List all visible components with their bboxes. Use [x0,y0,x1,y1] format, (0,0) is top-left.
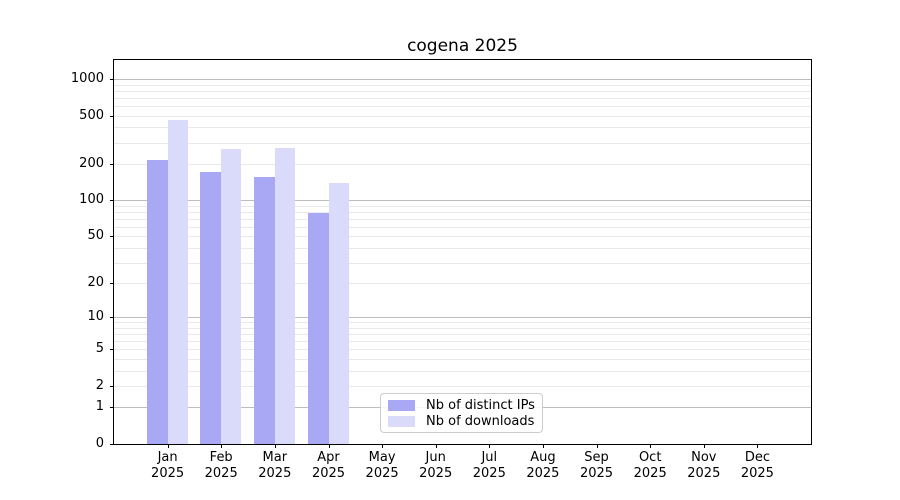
minor-gridline [114,97,811,99]
minor-gridline [114,218,811,220]
x-tick-label: Jan 2025 [151,450,185,481]
x-tick-label: Oct 2025 [633,450,667,481]
chart-title: cogena 2025 [407,36,518,56]
bar-downloads [167,120,188,444]
x-tick-label: Jun 2025 [419,450,453,481]
x-tick-label: Nov 2025 [687,450,721,481]
major-gridline [114,200,811,202]
legend-item-downloads: Nb of downloads [388,414,535,429]
y-tick-label: 1000 [70,71,104,87]
minor-gridline [114,211,811,213]
minor-gridline [114,247,811,249]
minor-gridline [114,106,811,107]
x-tick-mark [382,444,384,448]
y-tick-label: 1 [95,399,104,415]
legend-label-distinct-ips: Nb of distinct IPs [426,397,535,413]
major-gridline [114,317,811,319]
y-tick-label: 5 [95,341,104,357]
minor-gridline [114,163,811,165]
y-tick-mark [110,444,114,445]
x-tick-mark [221,444,223,448]
y-tick-mark [110,163,114,165]
x-tick-mark [542,444,544,448]
x-tick-label: Jul 2025 [472,450,506,481]
minor-gridline [114,115,811,117]
x-tick-mark [596,444,598,448]
x-tick-mark [328,444,330,448]
y-tick-mark [110,115,114,117]
x-tick-label: Aug 2025 [526,450,560,481]
x-tick-label: Sep 2025 [579,450,614,481]
x-tick-mark [435,444,437,448]
minor-gridline [114,84,811,86]
x-tick-label: May 2025 [365,450,399,481]
y-tick-label: 500 [79,107,104,123]
legend-item-distinct-ips: Nb of distinct IPs [388,398,535,413]
minor-gridline [114,90,811,92]
y-tick-label: 20 [87,275,104,291]
x-tick-mark [489,444,491,448]
minor-gridline [114,262,811,264]
minor-gridline [114,142,811,144]
minor-gridline [114,359,811,360]
bar-distinct-ips [200,172,222,444]
bar-distinct-ips [307,213,329,444]
minor-gridline [114,341,811,343]
bar-distinct-ips [146,160,168,444]
y-tick-mark [110,349,114,351]
minor-gridline [114,236,811,238]
minor-gridline [114,370,811,372]
x-tick-label: Mar 2025 [258,450,292,481]
bar-distinct-ips [253,176,275,444]
minor-gridline [114,283,811,285]
y-tick-label: 10 [87,309,104,325]
x-tick-mark [703,444,705,448]
x-tick-mark [167,444,169,448]
x-tick-mark [274,444,276,448]
bar-downloads [328,182,349,444]
bar-downloads [221,149,242,444]
y-tick-label: 50 [87,228,104,244]
minor-gridline [114,334,811,336]
y-tick-mark [110,200,114,202]
x-tick-label: Feb 2025 [204,450,238,481]
legend: Nb of distinct IPs Nb of downloads [380,393,543,433]
minor-gridline [114,327,811,329]
legend-swatch-downloads [388,415,415,427]
y-tick-label: 0 [95,436,104,451]
bar-downloads [274,148,295,444]
y-tick-label: 2 [95,378,104,393]
y-tick-mark [110,407,114,409]
minor-gridline [114,322,811,324]
y-tick-mark [110,283,114,285]
major-gridline [114,79,811,81]
y-tick-mark [110,317,114,319]
y-tick-mark [110,386,114,387]
y-tick-label: 100 [79,192,104,208]
minor-gridline [114,226,811,228]
y-tick-label: 200 [79,155,104,171]
minor-gridline [114,127,811,129]
x-tick-mark [757,444,759,448]
x-tick-label: Dec 2025 [740,450,774,481]
y-tick-mark [110,236,114,238]
legend-swatch-distinct-ips [388,399,415,411]
x-tick-label: Apr 2025 [311,450,346,481]
x-tick-mark [650,444,652,448]
legend-label-downloads: Nb of downloads [426,413,535,429]
minor-gridline [114,205,811,207]
y-tick-mark [110,79,114,81]
minor-gridline [114,386,811,387]
minor-gridline [114,349,811,351]
